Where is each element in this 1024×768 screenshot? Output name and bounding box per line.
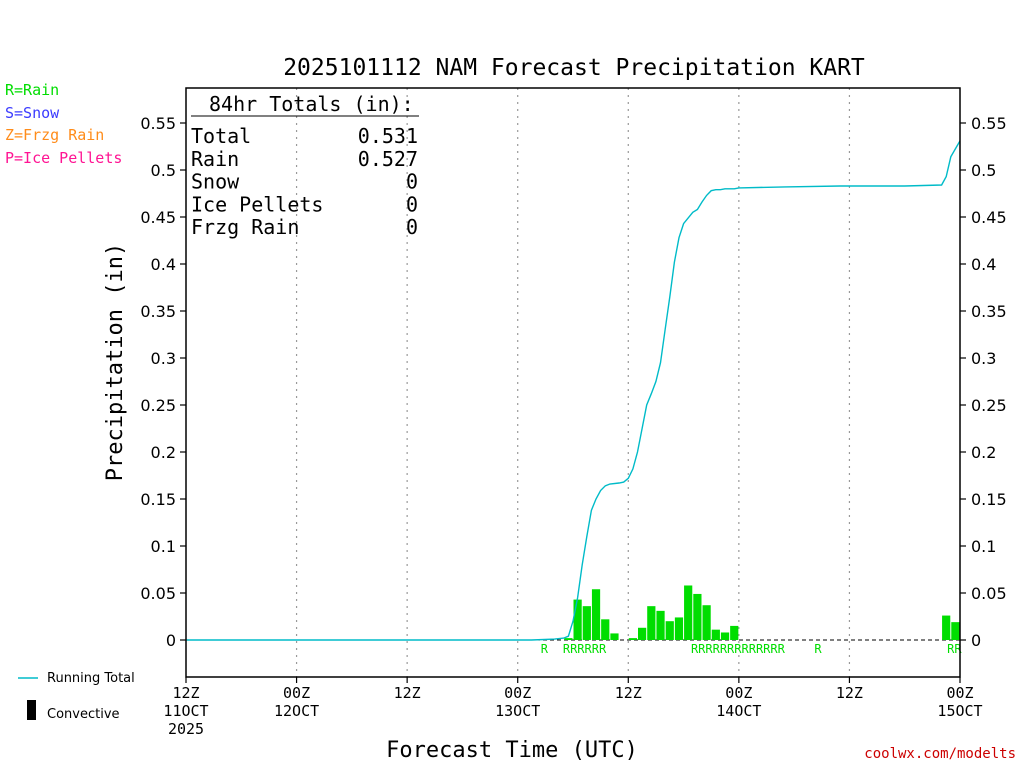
precip-bar — [711, 629, 720, 640]
totals-label: Total — [191, 124, 251, 148]
precip-bar — [628, 638, 637, 640]
running-total-line — [186, 140, 961, 641]
x-tick-label: 12Z — [836, 684, 863, 702]
x-tick-label: 14OCT — [716, 702, 761, 720]
plot-border — [185, 87, 961, 678]
legend-label: Convective — [47, 707, 120, 722]
precip-bar — [684, 585, 693, 640]
precip-type-mark: RRRRRRRRRRRRR — [691, 642, 786, 656]
x-tick-label: 15OCT — [937, 702, 982, 720]
x-tick-label: 12Z — [615, 684, 642, 702]
y-tick-label-left: 0.4 — [151, 255, 176, 274]
plot-frame — [185, 87, 961, 678]
precip-bar — [693, 593, 702, 640]
x-tick-label: 00Z — [946, 684, 973, 702]
totals-value: 0 — [406, 192, 418, 216]
totals-header: 84hr Totals (in): — [209, 92, 414, 116]
y-tick-label-left: 0.2 — [151, 443, 176, 462]
x-axis-label: Forecast Time (UTC) — [386, 738, 638, 763]
totals-box: 84hr Totals (in): Total 0.531 Rain 0.527 Snow… — [191, 92, 419, 239]
y-tick-label-left: 0.15 — [140, 490, 176, 509]
precip-bar — [942, 615, 951, 640]
precip-bar — [665, 621, 674, 640]
credit-link[interactable]: coolwx.com/modelts — [864, 746, 1016, 762]
x-tick-label: 12OCT — [274, 702, 319, 720]
y-tick-label-left: 0.05 — [140, 584, 176, 603]
y-tick-label-left: 0.5 — [151, 161, 176, 180]
precip-bar — [564, 638, 573, 640]
y-tick-label-left: 0.55 — [140, 114, 176, 133]
precip-bar — [730, 625, 739, 640]
y-tick-label-right: 0.4 — [971, 255, 996, 274]
chart-legend: Running Total Convective — [18, 671, 135, 722]
totals-label: Snow — [191, 170, 240, 194]
x-tick-label: 00Z — [504, 684, 531, 702]
y-axis-ticks: 0 00.05 0.050.1 0.10.15 0.150.2 0.20.25 0.250.… — [140, 114, 1006, 650]
running-total — [186, 140, 961, 641]
y-tick-label-left: 0.1 — [151, 537, 176, 556]
x-tick-label: 12Z — [394, 684, 421, 702]
precip-type-mark: R — [541, 642, 549, 656]
totals-label: Frzg Rain — [191, 215, 299, 239]
y-tick-label-right: 0.2 — [971, 443, 996, 462]
legend-convective-swatch — [27, 700, 36, 720]
totals-label: Rain — [191, 147, 239, 171]
x-tick-label: 00Z — [283, 684, 310, 702]
legend-rain-label: R=Rain — [5, 81, 60, 99]
precip-type-mark: R — [814, 642, 822, 656]
y-tick-label-right: 0.55 — [971, 114, 1007, 133]
precip-bar — [647, 606, 656, 640]
totals-value: 0.531 — [358, 124, 418, 148]
y-tick-label-right: 0.25 — [971, 396, 1007, 415]
totals-value: 0 — [406, 215, 418, 239]
totals-value: 0.527 — [358, 147, 418, 171]
x-tick-label: 13OCT — [495, 702, 540, 720]
y-tick-label-right: 0.15 — [971, 490, 1007, 509]
y-tick-label-right: 0 — [971, 631, 981, 650]
y-tick-label-right: 0.05 — [971, 584, 1007, 603]
precip-bar — [951, 622, 960, 640]
precip-bar — [591, 589, 601, 640]
x-tick-label: 12Z — [172, 684, 199, 702]
totals-value: 0 — [406, 170, 418, 194]
y-tick-label-right: 0.1 — [971, 537, 996, 556]
x-tick-label: 2025 — [168, 720, 204, 738]
totals-label: Ice Pellets — [191, 192, 323, 216]
x-tick-label: 11OCT — [163, 702, 208, 720]
x-tick-label: 00Z — [725, 684, 752, 702]
legend-label: Running Total — [47, 671, 135, 686]
legend-frzg-rain-label: Z=Frzg Rain — [5, 126, 105, 144]
precip-type-marks: R RRRRRR RRRRRRRRRRRRR R RR — [541, 642, 963, 656]
y-tick-label-left: 0.3 — [151, 349, 176, 368]
precip-bars — [564, 585, 960, 640]
y-tick-label-right: 0.3 — [971, 349, 996, 368]
precip-bar — [601, 619, 610, 640]
y-tick-label-right: 0.45 — [971, 208, 1007, 227]
legend-snow-label: S=Snow — [5, 104, 60, 122]
precip-bar — [674, 617, 684, 640]
precip-bar — [582, 606, 591, 640]
y-axis-label: Precipitation (in) — [103, 243, 128, 481]
chart-title: 2025101112 NAM Forecast Precipitation KA… — [283, 55, 865, 81]
y-tick-label-right: 0.35 — [971, 302, 1007, 321]
precip-bar — [656, 610, 665, 640]
y-tick-label-left: 0.25 — [140, 396, 176, 415]
y-tick-label-left: 0.35 — [140, 302, 176, 321]
y-tick-label-left: 0.45 — [140, 208, 176, 227]
precip-bar — [702, 605, 711, 640]
legend-ice-pellets-label: P=Ice Pellets — [5, 149, 123, 167]
precip-bar — [638, 627, 647, 640]
precip-type-mark: RR — [947, 642, 962, 656]
y-tick-label-right: 0.5 — [971, 161, 996, 180]
precip-bar — [610, 633, 619, 640]
precip-bar — [720, 632, 730, 640]
precip-type-mark: RRRRRR — [563, 642, 607, 656]
precip-bar — [573, 599, 582, 640]
grid-lines — [186, 88, 960, 677]
y-tick-label-left: 0 — [166, 631, 176, 650]
